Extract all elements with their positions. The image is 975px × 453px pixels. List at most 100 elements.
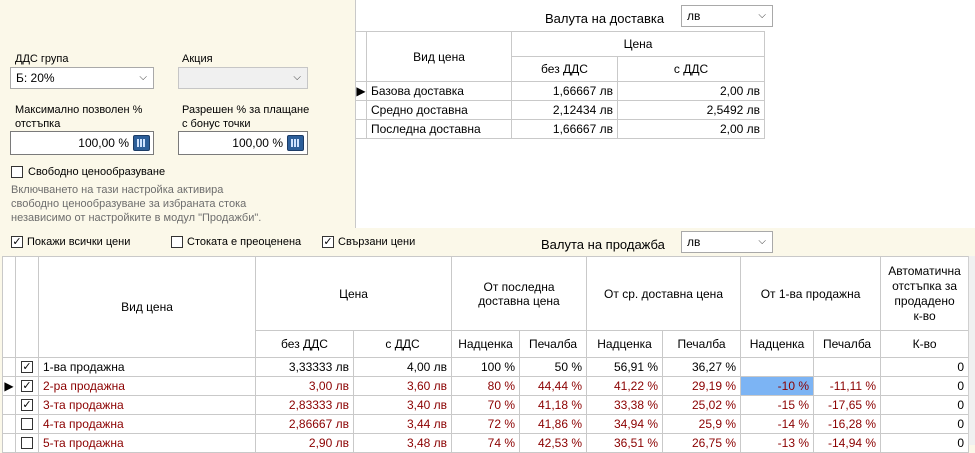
first-markup[interactable]: -15 % <box>740 395 815 415</box>
table-row[interactable]: Последна доставна 1,66667 лв 2,00 лв <box>355 119 766 139</box>
header-from-last-line1: От последна <box>483 279 555 294</box>
avg-markup[interactable]: 41,22 % <box>586 376 664 396</box>
row-checkbox[interactable] <box>21 418 33 430</box>
free-pricing-checkbox[interactable] <box>11 166 23 178</box>
first-margin[interactable]: -14,94 % <box>813 433 882 453</box>
sales-table-scrollbar[interactable] <box>968 256 975 445</box>
avg-margin[interactable]: 25,02 % <box>662 395 742 415</box>
price-no-vat[interactable]: 3,33333 лв <box>255 357 354 377</box>
avg-markup[interactable]: 56,91 % <box>586 357 664 377</box>
header-qty: К-во <box>880 330 970 358</box>
bonus-pct-value: 100,00 % <box>232 136 283 150</box>
table-row[interactable]: Средно доставна 2,12434 лв 2,5492 лв <box>355 100 766 120</box>
last-markup[interactable]: 100 % <box>451 357 521 377</box>
first-markup[interactable] <box>740 357 815 377</box>
avg-margin[interactable]: 25,9 % <box>662 414 742 434</box>
delivery-currency-select[interactable]: лв ⌵ <box>681 5 773 27</box>
first-margin[interactable]: -17,65 % <box>813 395 882 415</box>
price-with-vat[interactable]: 3,48 лв <box>352 433 453 453</box>
table-row[interactable]: 4-та продажна 2,86667 лв 3,44 лв 72 % 41… <box>2 414 970 434</box>
promo-select[interactable]: ⌵ <box>178 67 308 89</box>
header-last-margin: Печалба <box>519 330 588 358</box>
promo-label: Акция <box>182 53 213 65</box>
sale-currency-label: Валута на продажба <box>541 237 665 252</box>
linked-prices-checkbox[interactable]: ✓ <box>322 236 334 248</box>
calculator-icon[interactable] <box>133 135 150 151</box>
sale-currency-select[interactable]: лв ⌵ <box>681 231 773 253</box>
sale-currency-value: лв <box>687 235 701 249</box>
last-margin[interactable]: 50 % <box>519 357 588 377</box>
show-all-checkbox[interactable]: ✓ <box>11 236 23 248</box>
calculator-icon[interactable] <box>287 135 304 151</box>
auto-discount-qty[interactable]: 0 <box>880 433 970 453</box>
chevron-down-icon: ⌵ <box>139 72 147 83</box>
table-row[interactable]: ▶ Базова доставка 1,66667 лв 2,00 лв <box>355 81 766 101</box>
price-no-vat[interactable]: 2,90 лв <box>255 433 354 453</box>
row-checkbox[interactable] <box>21 437 33 449</box>
avg-margin[interactable]: 36,27 % <box>662 357 742 377</box>
row-indicator <box>2 433 16 453</box>
first-margin[interactable]: -11,11 % <box>813 376 882 396</box>
vat-group-select[interactable]: Б: 20% ⌵ <box>10 67 154 89</box>
price-with-vat[interactable]: 3,40 лв <box>352 395 453 415</box>
header-price: Цена <box>254 256 453 331</box>
row-check-cell[interactable]: ✓ <box>15 376 39 396</box>
row-indicator <box>355 119 367 139</box>
first-margin[interactable]: -16,28 % <box>813 414 882 434</box>
row-check-cell[interactable]: ✓ <box>15 357 39 377</box>
avg-markup[interactable]: 36,51 % <box>586 433 664 453</box>
auto-discount-qty[interactable]: 0 <box>880 357 970 377</box>
last-markup[interactable]: 80 % <box>451 376 521 396</box>
avg-margin[interactable]: 29,19 % <box>662 376 742 396</box>
avg-markup[interactable]: 34,94 % <box>586 414 664 434</box>
price-type-name: 5-та продажна <box>38 433 256 453</box>
row-checkbox[interactable]: ✓ <box>21 380 33 392</box>
price-with-vat[interactable]: 4,00 лв <box>352 357 453 377</box>
header-auto-line3: продадено <box>894 293 955 308</box>
last-markup[interactable]: 70 % <box>451 395 521 415</box>
table-row[interactable]: ✓ 3-та продажна 2,83333 лв 3,40 лв 70 % … <box>2 395 970 415</box>
overpriced-checkbox[interactable] <box>171 236 183 248</box>
bonus-pct-input[interactable]: 100,00 % <box>178 131 308 155</box>
first-margin[interactable] <box>813 357 882 377</box>
chevron-down-icon: ⌵ <box>293 72 301 83</box>
table-row[interactable]: ✓ 1-ва продажна 3,33333 лв 4,00 лв 100 %… <box>2 357 970 377</box>
first-markup[interactable]: -10 % <box>740 376 815 396</box>
max-discount-label-1: Максимално позволен % <box>15 104 143 116</box>
price-no-vat[interactable]: 3,00 лв <box>255 376 354 396</box>
row-checkbox[interactable]: ✓ <box>21 399 33 411</box>
delivery-currency-value: лв <box>687 9 701 23</box>
price-with-vat[interactable]: 3,60 лв <box>352 376 453 396</box>
auto-discount-qty[interactable]: 0 <box>880 395 970 415</box>
price-no-vat[interactable]: 2,83333 лв <box>255 395 354 415</box>
chevron-down-icon: ⌵ <box>758 236 766 247</box>
last-markup[interactable]: 72 % <box>451 414 521 434</box>
linked-prices-label: Свързани цени <box>338 236 416 248</box>
avg-margin[interactable]: 26,75 % <box>662 433 742 453</box>
header-auto-line1: Автоматична <box>888 263 961 278</box>
header-first-margin: Печалба <box>813 330 882 358</box>
price-with-vat[interactable]: 3,44 лв <box>352 414 453 434</box>
table-row[interactable]: 5-та продажна 2,90 лв 3,48 лв 74 % 42,53… <box>2 433 970 453</box>
last-margin[interactable]: 44,44 % <box>519 376 588 396</box>
row-checkbox[interactable]: ✓ <box>21 361 33 373</box>
header-price-type: Вид цена <box>366 31 512 82</box>
row-check-cell[interactable] <box>15 414 39 434</box>
row-check-cell[interactable] <box>15 433 39 453</box>
last-markup[interactable]: 74 % <box>451 433 521 453</box>
first-markup[interactable]: -14 % <box>740 414 815 434</box>
header-from-avg-delivery: От ср. доставна цена <box>586 256 742 331</box>
last-margin[interactable]: 41,18 % <box>519 395 588 415</box>
first-markup[interactable]: -13 % <box>740 433 815 453</box>
avg-markup[interactable]: 33,38 % <box>586 395 664 415</box>
row-check-cell[interactable]: ✓ <box>15 395 39 415</box>
price-no-vat[interactable]: 2,86667 лв <box>255 414 354 434</box>
max-discount-input[interactable]: 100,00 % <box>10 131 154 155</box>
delivery-currency-label: Валута на доставка <box>545 11 665 26</box>
last-margin[interactable]: 42,53 % <box>519 433 588 453</box>
auto-discount-qty[interactable]: 0 <box>880 414 970 434</box>
table-row[interactable]: ▶ ✓ 2-ра продажна 3,00 лв 3,60 лв 80 % 4… <box>2 376 970 396</box>
auto-discount-qty[interactable]: 0 <box>880 376 970 396</box>
delivery-no-vat: 2,12434 лв <box>511 100 618 120</box>
last-margin[interactable]: 41,86 % <box>519 414 588 434</box>
